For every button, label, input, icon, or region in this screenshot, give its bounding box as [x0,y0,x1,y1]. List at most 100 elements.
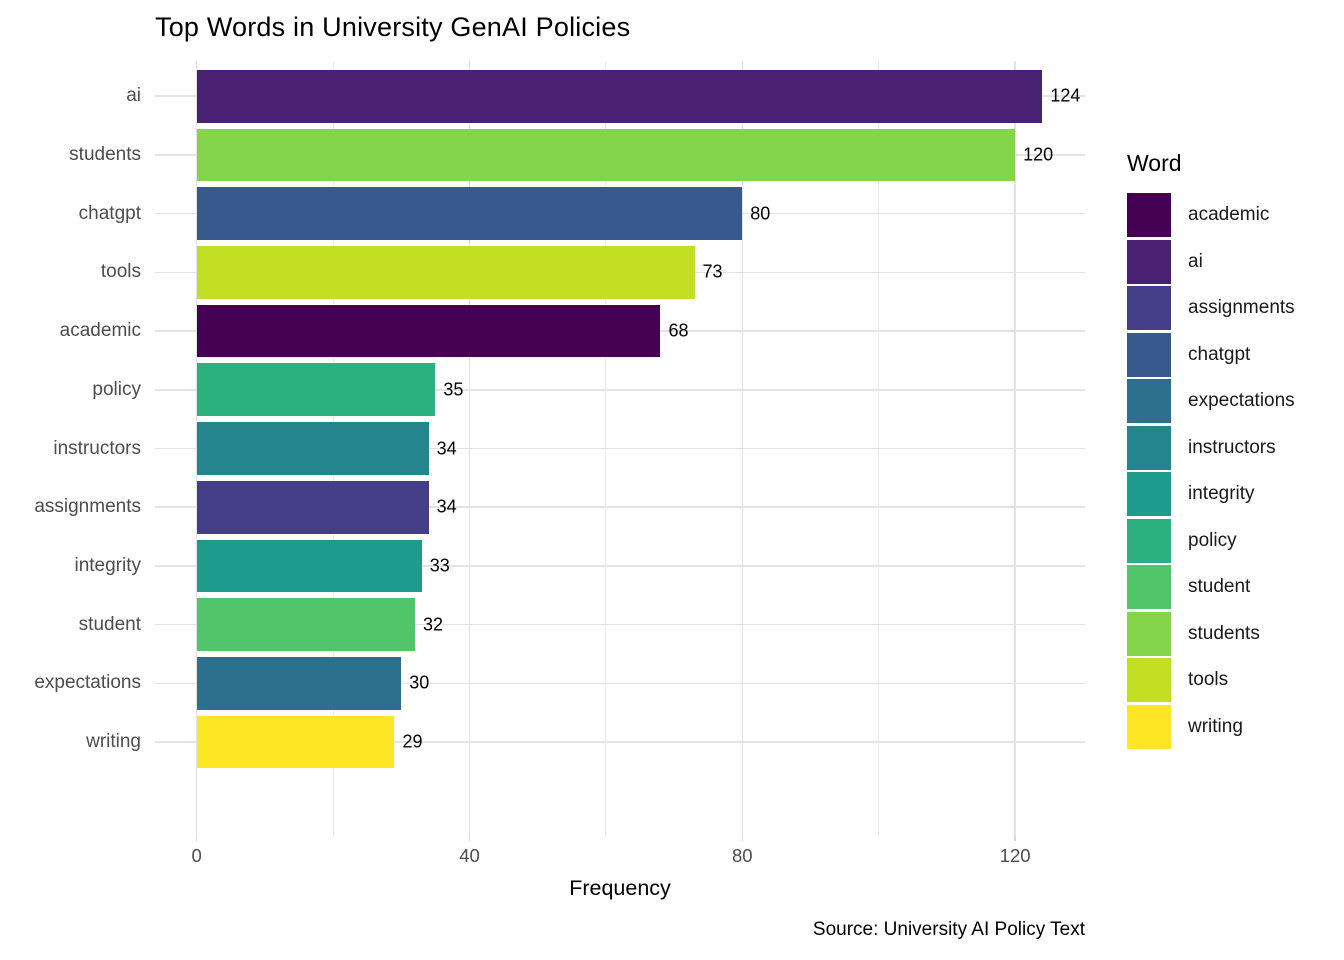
legend-key-swatch [1127,472,1171,516]
y-tick-label-students: students [69,143,141,165]
bar-students [196,128,1016,182]
y-tick-label-student: student [78,613,141,635]
legend-item-label: academic [1188,204,1270,225]
legend-item-assignments: assignments [1127,286,1337,330]
legend-item-label: policy [1188,529,1237,551]
legend-item-expectations: expectations [1127,379,1337,423]
legend-key-swatch [1127,611,1171,656]
x-tick-mark [1014,836,1016,841]
gridline-horizontal [155,389,1085,391]
bar-value-label: 29 [402,731,423,752]
gridline-horizontal [155,741,1085,743]
legend-item-label: writing [1188,715,1243,737]
bar-value-label: 34 [436,438,457,458]
bar-value-label: 120 [1023,144,1054,165]
bar-writing [196,715,395,769]
y-tick-label-instructors: instructors [53,437,141,459]
y-tick-label-expectations: expectations [34,672,141,694]
y-tick-label-tools: tools [100,261,141,283]
legend-key-swatch [1127,425,1171,470]
bar-value-label: 32 [422,614,443,635]
bar-policy [196,363,436,417]
y-tick-label-writing: writing [86,731,141,753]
legend-item-writing: writing [1127,704,1337,749]
x-tick-label: 80 [732,845,753,866]
legend-key-swatch [1127,286,1171,330]
bar-value-label: 33 [429,555,450,576]
bar-instructors [196,422,429,475]
bar-student [196,598,415,652]
legend-item-ai: ai [1127,239,1337,284]
y-tick-label-assignments: assignments [34,496,141,518]
legend-item-integrity: integrity [1127,472,1337,516]
source-caption: Source: University AI Policy Text [812,919,1085,940]
bar-assignments [196,480,429,534]
bar-ai [196,69,1043,123]
legend-item-label: student [1188,576,1251,597]
y-tick-label-ai: ai [126,85,141,107]
legend-item-academic: academic [1127,193,1337,237]
legend-key-swatch [1127,658,1171,702]
legend-key-swatch [1127,518,1171,563]
legend-item-tools: tools [1127,658,1337,702]
x-tick-label: 0 [191,845,202,866]
legend-items: academic ai assignments chatgpt expectations… [1127,193,1337,749]
gridline-vertical-minor [878,61,880,836]
y-tick-label-policy: policy [92,378,141,400]
gridline-vertical-major [1014,61,1016,836]
legend-key-swatch [1127,193,1171,237]
bar-value-label: 124 [1050,85,1081,106]
gridline-horizontal [155,447,1085,450]
legend-item-label: instructors [1188,436,1276,458]
legend-item-label: tools [1188,669,1229,690]
legend-item-students: students [1127,611,1337,656]
bar-tools [196,245,695,299]
legend-item-chatgpt: chatgpt [1127,332,1337,377]
gridline-horizontal [155,506,1085,508]
x-axis-title: Frequency [569,876,671,900]
legend-item-label: expectations [1188,390,1295,411]
legend-title: Word [1127,150,1182,176]
y-tick-label-academic: academic [59,320,141,342]
legend-item-label: ai [1188,250,1203,272]
gridline-horizontal [155,565,1085,567]
y-tick-label-integrity: integrity [74,554,141,576]
legend-item-label: assignments [1188,297,1295,318]
bar-chatgpt [196,187,743,241]
gridline-horizontal [155,623,1085,626]
x-tick-mark [195,836,198,841]
gridline-vertical-major [741,61,744,836]
legend-key-swatch [1127,565,1171,609]
plot-panel: 124 120 80 73 68 35 34 34 33 32 30 29 [155,61,1085,836]
gridline-vertical-major [468,61,471,836]
bar-academic [196,304,661,358]
legend-item-label: chatgpt [1188,343,1251,365]
chart-title: Top Words in University GenAI Policies [155,12,631,42]
legend-item-label: students [1188,622,1260,644]
x-tick-label: 40 [459,845,480,866]
legend-key-swatch [1127,704,1171,749]
legend-key-swatch [1127,239,1171,284]
legend-key-swatch [1127,332,1171,377]
bar-value-label: 34 [436,496,457,517]
bar-expectations [196,656,402,710]
gridline-horizontal [155,682,1085,685]
bar-value-label: 68 [668,320,689,341]
legend-item-instructors: instructors [1127,425,1337,470]
legend-item-policy: policy [1127,518,1337,563]
bar-value-label: 35 [443,379,464,400]
y-tick-label-chatgpt: chatgpt [78,202,141,224]
bar-value-label: 30 [409,672,430,693]
bar-value-label: 80 [750,203,771,224]
legend-item-label: integrity [1188,483,1255,504]
bar-integrity [196,539,422,593]
x-tick-mark [741,836,744,841]
legend: Word academic ai assignments chatgpt expecta… [1127,150,1337,751]
legend-item-student: student [1127,565,1337,609]
x-tick-label: 120 [999,845,1031,866]
gridline-vertical-minor [605,61,607,836]
bar-value-label: 73 [702,261,723,282]
legend-key-swatch [1127,379,1171,423]
x-tick-mark [468,836,471,841]
